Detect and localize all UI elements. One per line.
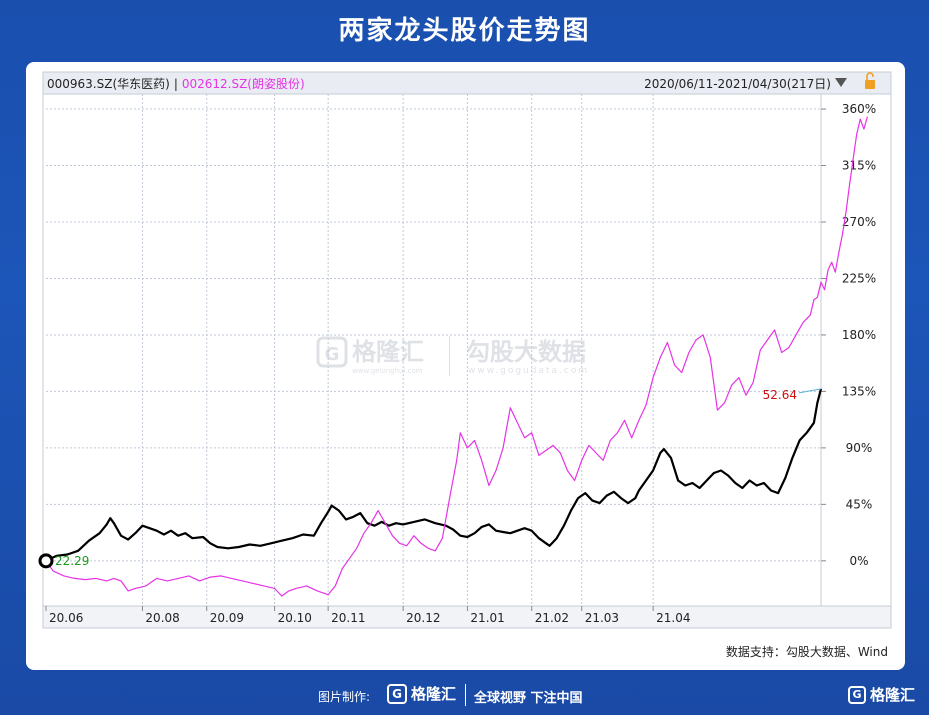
- x-tick-label: 21.04: [656, 611, 690, 625]
- start-marker[interactable]: [38, 553, 54, 569]
- y-tick-label: 45%: [846, 497, 873, 511]
- series-layer: [45, 116, 868, 597]
- y-tick-label: 135%: [842, 384, 876, 398]
- footer-divider: [465, 684, 466, 706]
- watermark-g-icon: [316, 336, 348, 368]
- end-pointer-line: [798, 388, 822, 394]
- x-tick-labels: 20.06 20.08 20.09 20.10 20.11 20.12 21.01 21.02…: [45, 606, 691, 625]
- chart-card: 000963.SZ(华东医药) | 002612.SZ(朗姿股份) 2020/0…: [26, 62, 905, 670]
- footer-made-by: 图片制作:: [318, 690, 371, 704]
- x-tick-label: 20.11: [331, 611, 365, 625]
- x-tick-label: 20.12: [406, 611, 440, 625]
- source-note: 数据支持：勾股大数据、Wind: [726, 644, 888, 659]
- footer-logo: G 格隆汇: [387, 683, 456, 704]
- footer-slogan: 全球视野 下注中国: [474, 691, 583, 706]
- y-tick-label: 0%: [849, 554, 868, 568]
- series2-legend-label[interactable]: 002612.SZ(朗姿股份): [182, 77, 305, 91]
- x-tick-label: 21.01: [470, 611, 504, 625]
- chart-svg: 000963.SZ(华东医药) | 002612.SZ(朗姿股份) 2020/0…: [38, 71, 892, 659]
- lock-icon[interactable]: [865, 72, 875, 89]
- x-tick-label: 20.08: [145, 611, 179, 625]
- y-tick-label: 270%: [842, 215, 876, 229]
- watermark-product-url: www.gogudata.com: [468, 366, 589, 376]
- footer: 图片制作: G 格隆汇 全球视野 下注中国: [0, 680, 929, 710]
- dropdown-triangle-icon[interactable]: [835, 78, 847, 87]
- series1-line[interactable]: [45, 388, 823, 562]
- page-title: 两家龙头股价走势图: [338, 16, 591, 46]
- date-range-label[interactable]: 2020/06/11-2021/04/30(217日): [644, 77, 831, 91]
- footer-logo-icon: G: [387, 683, 407, 704]
- y-tick-label: 225%: [842, 271, 876, 285]
- corner-logo-icon: G: [848, 685, 866, 704]
- end-value-label: 52.64: [763, 388, 797, 402]
- series2-line[interactable]: [45, 116, 868, 597]
- x-tick-label: 21.02: [535, 611, 569, 625]
- y-tick-label: 90%: [846, 441, 873, 455]
- x-tick-label: 21.03: [585, 611, 619, 625]
- watermark-g-letter: G: [325, 344, 340, 365]
- y-tick-label: 180%: [842, 328, 876, 342]
- x-tick-label: 20.09: [210, 611, 244, 625]
- grid-layer: [46, 94, 821, 606]
- plot-frame: [42, 93, 822, 607]
- x-tick-label: 20.06: [49, 611, 83, 625]
- x-tick-label: 20.10: [278, 611, 312, 625]
- y-tick-label: 315%: [842, 159, 876, 173]
- start-value-label: 22.29: [55, 554, 89, 568]
- corner-logo-text: 格隆汇: [870, 686, 916, 704]
- y-tick-label: 360%: [842, 102, 876, 116]
- y-tick-labels: 360% 315% 270% 225% 180% 135% 90% 45% 0%: [821, 102, 876, 568]
- corner-logo: G 格隆汇: [848, 684, 915, 705]
- series1-legend-label[interactable]: 000963.SZ(华东医药): [47, 77, 170, 91]
- watermark-product: 勾股大数据: [466, 338, 586, 366]
- watermark: G 格隆汇 www.gelonghui.com 勾股大数据 www.goguda…: [316, 336, 589, 376]
- y-axis-panel: [820, 93, 892, 607]
- marker-layer: 22.29 52.64: [38, 388, 822, 569]
- watermark-brand-url: www.gelonghui.com: [352, 367, 423, 375]
- footer-logo-text: 格隆汇: [411, 685, 457, 703]
- legend-separator: |: [174, 77, 178, 91]
- watermark-brand: 格隆汇: [352, 338, 424, 366]
